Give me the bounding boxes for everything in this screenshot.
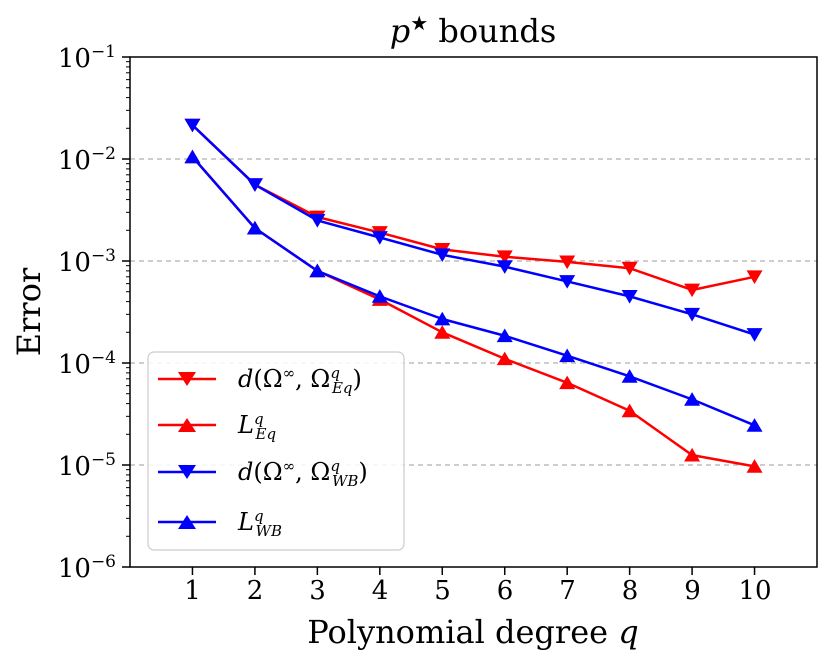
legend-label-d-wb: d(Ω∞, Ωq WB) xyxy=(238,457,368,490)
data-point xyxy=(621,403,638,418)
series-layer xyxy=(184,118,763,473)
y-tick-label: 10−5 xyxy=(58,450,116,482)
data-point xyxy=(246,220,263,235)
data-point xyxy=(434,248,451,263)
data-point xyxy=(684,283,701,298)
data-point xyxy=(684,307,701,322)
data-point xyxy=(434,311,451,326)
data-point xyxy=(434,325,451,339)
data-point xyxy=(559,255,576,270)
legend-marker-triangle-down-icon xyxy=(178,372,196,386)
data-point xyxy=(684,447,701,462)
data-point xyxy=(371,289,388,303)
data-point xyxy=(559,375,576,390)
y-tick-label: 10−4 xyxy=(58,348,116,380)
plot-frame xyxy=(129,56,818,568)
x-tick-label: 4 xyxy=(372,576,389,606)
legend-label-d-eq: d(Ω∞, Ωq Eq) xyxy=(238,364,362,397)
y-tick-label: 10−3 xyxy=(58,246,116,278)
x-tick-label: 3 xyxy=(309,576,326,606)
data-point xyxy=(496,260,513,274)
data-point xyxy=(309,263,326,278)
x-tick-label: 10 xyxy=(738,576,771,606)
data-point xyxy=(496,250,513,264)
x-tick-label: 5 xyxy=(434,576,451,606)
data-point xyxy=(746,270,763,284)
data-point xyxy=(246,178,263,192)
x-tick-label: 7 xyxy=(559,576,576,606)
x-axis-title: Polynomial degree q xyxy=(307,613,638,651)
data-point xyxy=(746,328,763,342)
legend-marker-triangle-up-icon xyxy=(178,418,196,432)
series-2 xyxy=(184,118,763,342)
series-line xyxy=(191,124,755,336)
data-point xyxy=(496,328,513,343)
data-point xyxy=(621,289,638,304)
data-point xyxy=(184,149,201,164)
tick-layer xyxy=(122,56,756,575)
data-point xyxy=(684,392,701,406)
data-point xyxy=(309,214,326,228)
x-tick-label: 8 xyxy=(622,576,639,606)
x-tick-label: 2 xyxy=(247,576,264,606)
y-tick-label: 10−1 xyxy=(58,42,116,74)
data-point xyxy=(371,231,388,245)
legend-label-l-eq: Lq Eq xyxy=(237,410,276,443)
series-line xyxy=(191,124,755,292)
data-point xyxy=(621,261,638,276)
y-axis-title: Error xyxy=(10,267,48,356)
y-tick-label: 10−6 xyxy=(58,552,116,584)
data-point xyxy=(184,118,201,133)
data-point xyxy=(746,418,763,432)
data-point xyxy=(496,351,513,366)
x-tick-label: 6 xyxy=(497,576,514,606)
x-tick-label: 9 xyxy=(684,576,701,606)
legend-marker-triangle-up-icon xyxy=(178,515,196,529)
legend-label-l-wb: Lq WB xyxy=(237,507,282,540)
legend-box xyxy=(147,351,405,551)
chart-title: p★ bounds xyxy=(390,11,556,50)
data-point xyxy=(621,369,638,383)
series-line xyxy=(191,156,756,427)
data-point xyxy=(746,459,763,473)
legend-marker-triangle-down-icon xyxy=(178,465,196,479)
legend: d(Ω∞, Ωq Eq) Lq Eq d(Ω∞, Ωq WB) Lq WB xyxy=(147,351,405,551)
series-3 xyxy=(184,149,763,432)
y-tick-label: 10−2 xyxy=(58,144,116,176)
data-point xyxy=(559,348,576,363)
x-tick-label: 1 xyxy=(184,576,201,606)
data-point xyxy=(559,275,576,289)
